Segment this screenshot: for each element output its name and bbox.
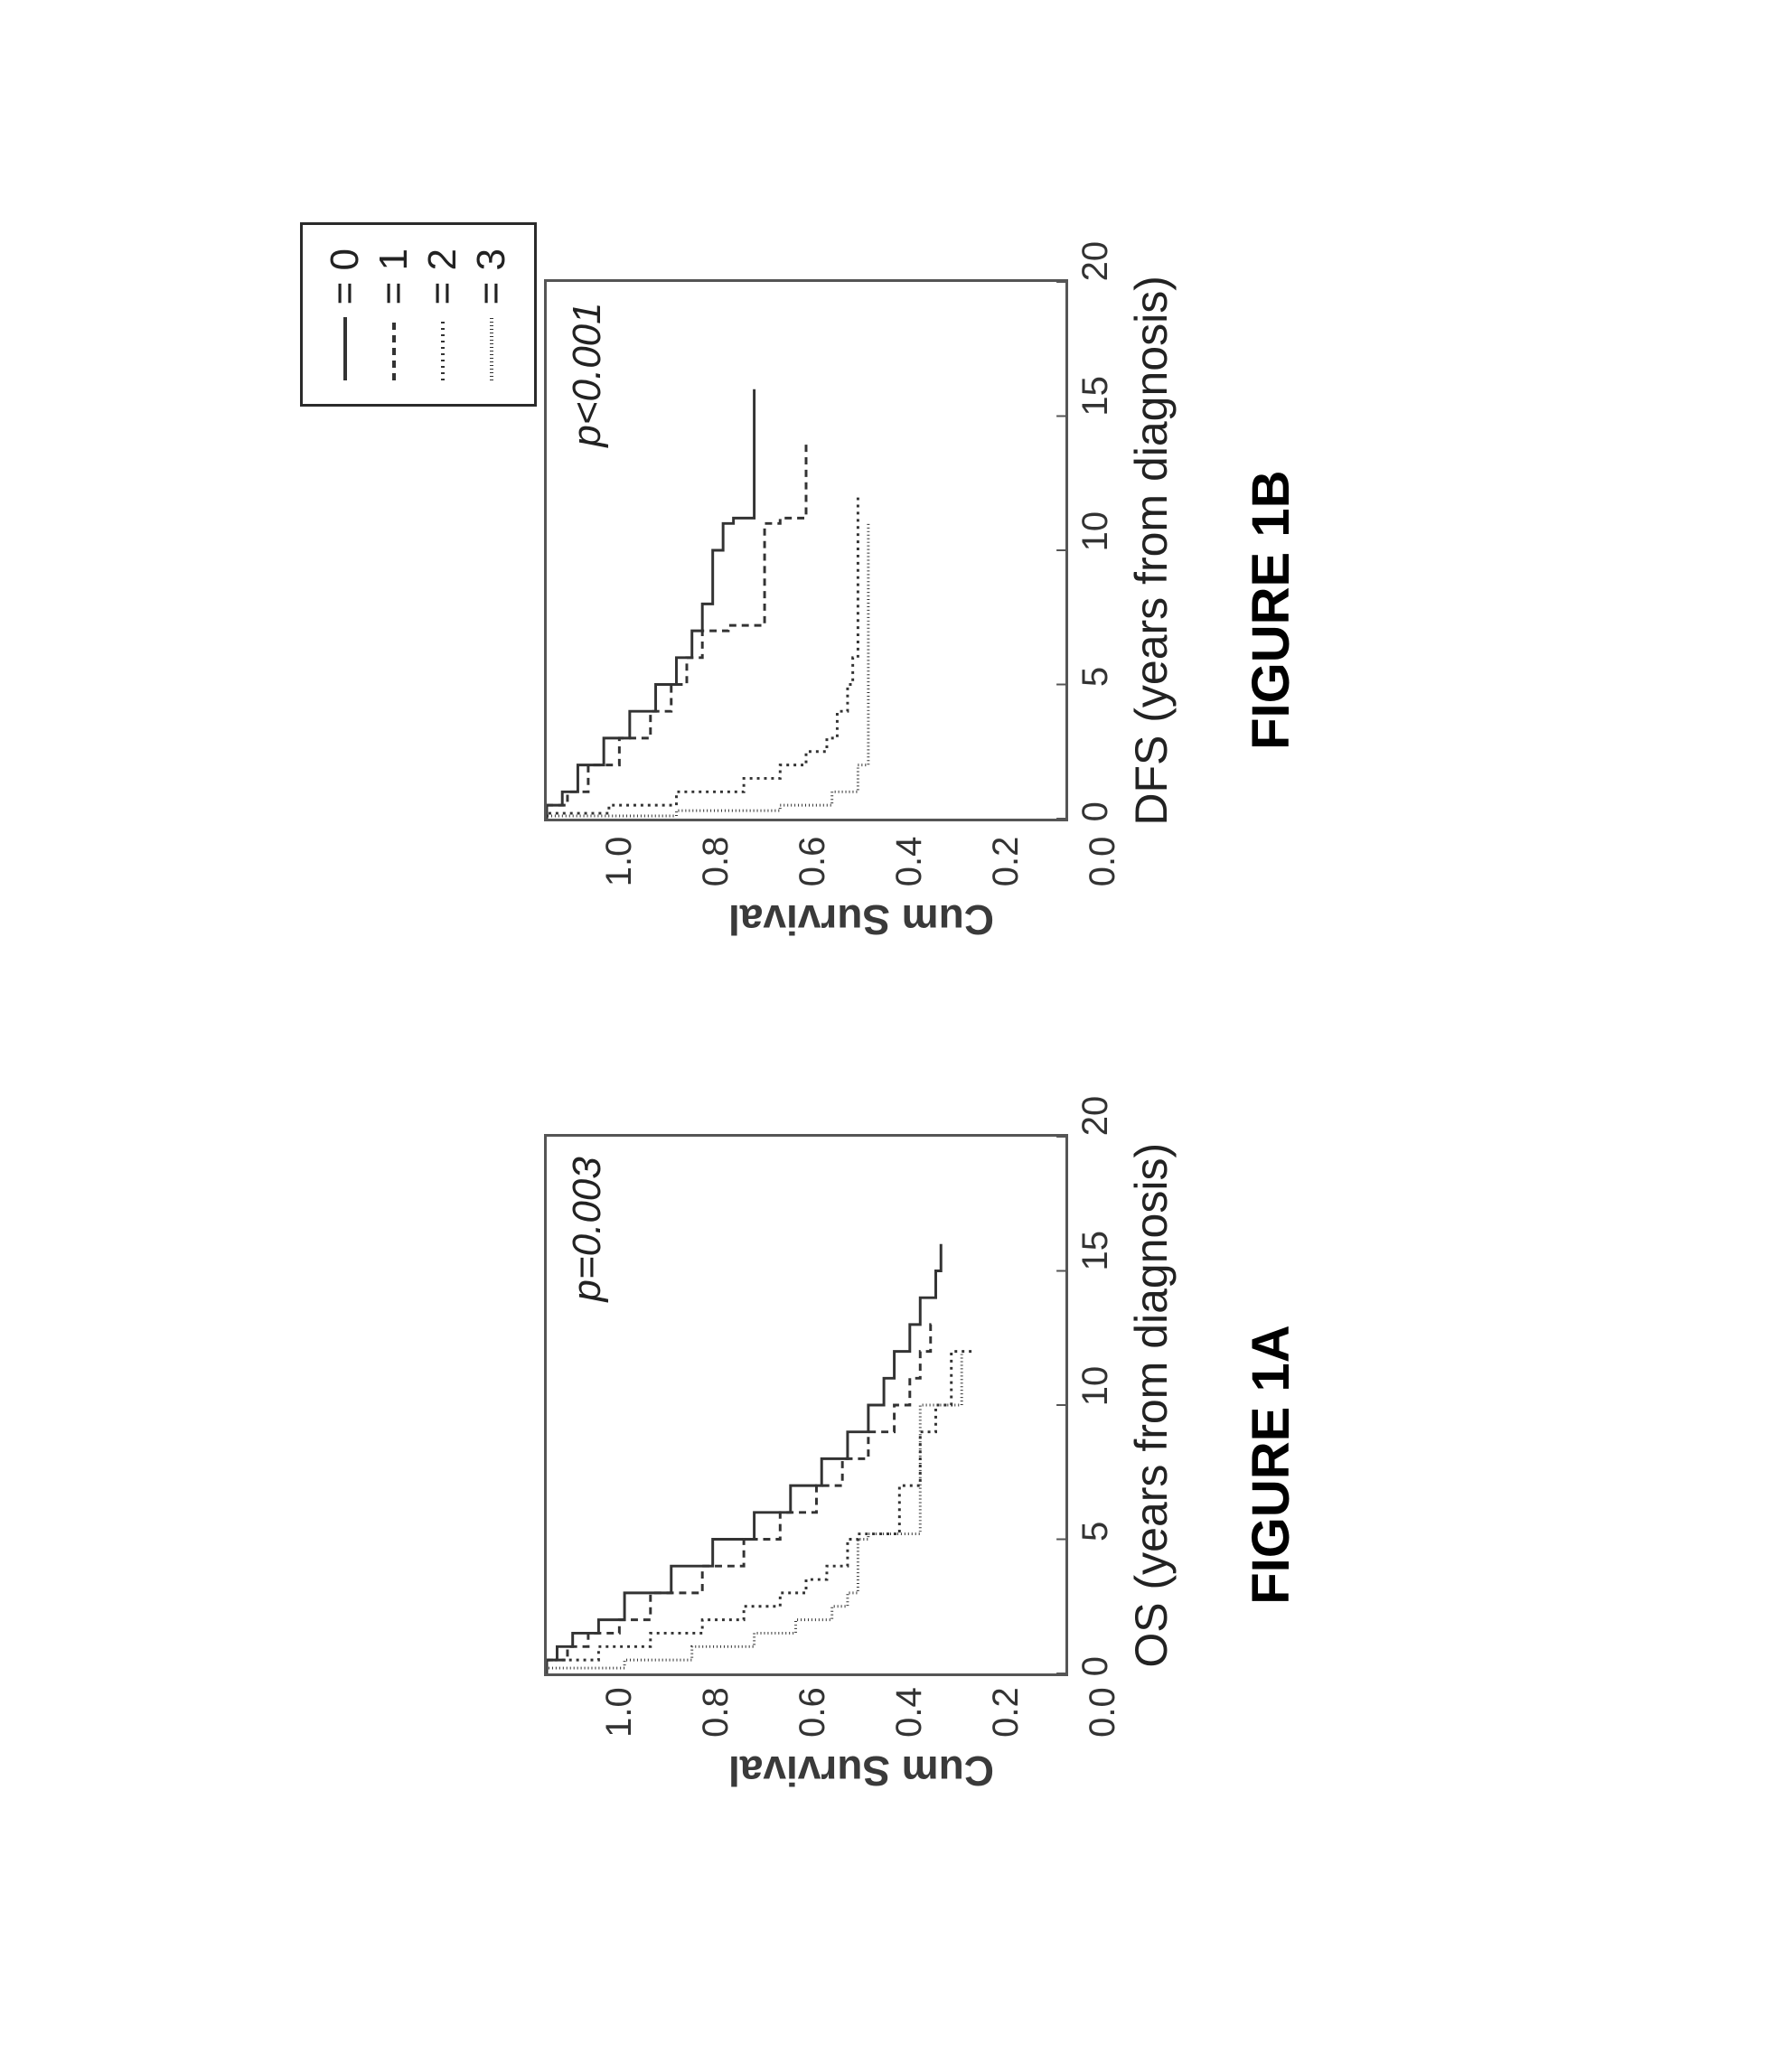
chart-a-pvalue: p=0.003	[565, 1157, 610, 1301]
y-tick-label: 0.4	[888, 837, 929, 887]
legend-label: = 1	[371, 248, 417, 305]
x-tick-label: 5	[1075, 1541, 1116, 1542]
chart-b-ylabel: Cum Survival	[727, 895, 993, 944]
legend-item: = 0	[323, 248, 368, 380]
legend-label: = 0	[323, 248, 368, 305]
survival-curve	[547, 389, 755, 819]
survival-curve	[547, 1244, 941, 1673]
survival-curve	[547, 444, 806, 820]
y-tick-label: 0.8	[695, 1687, 736, 1738]
legend-line-icon	[434, 317, 452, 380]
figure-1a-title: FIGURE 1A	[1241, 1325, 1301, 1604]
chart-b-plot: p<0.001	[544, 279, 1068, 821]
chart-a-plot: p=0.003	[544, 1134, 1068, 1676]
y-tick-label: 0.6	[792, 837, 832, 887]
y-tick-label: 0.2	[985, 837, 1026, 887]
legend-item: = 1	[371, 248, 417, 380]
chart-b-xticks: 0 5 10 15 20	[1075, 279, 1116, 821]
x-tick-label: 10	[1075, 550, 1116, 551]
legend-item: = 2	[420, 248, 465, 380]
x-tick-label: 0	[1075, 1675, 1116, 1676]
x-tick-label: 20	[1075, 280, 1116, 281]
survival-curve	[547, 524, 868, 820]
y-tick-label: 0.8	[695, 837, 736, 887]
legend-line-icon	[385, 317, 403, 380]
legend-box: = 0= 1= 2= 3	[300, 222, 537, 407]
y-tick-label: 0.0	[1082, 837, 1122, 887]
chart-a-yticks: 1.0 0.8 0.6 0.4 0.2 0.0	[598, 1687, 1122, 1738]
y-tick-label: 0.6	[792, 1687, 832, 1738]
y-tick-label: 0.4	[888, 1687, 929, 1738]
x-tick-label: 15	[1075, 416, 1116, 417]
legend-label: = 2	[420, 248, 465, 305]
chart-a-xticks: 0 5 10 15 20	[1075, 1134, 1116, 1676]
y-tick-label: 0.2	[985, 1687, 1026, 1738]
figure-1b: Cum Survival 1.00.80.60.40.20.0 p<0.001 …	[544, 276, 1301, 944]
chart-a-ylabel: Cum Survival	[727, 1747, 993, 1795]
x-tick-label: 5	[1075, 686, 1116, 687]
x-tick-label: 20	[1075, 1135, 1116, 1136]
figure-1b-title: FIGURE 1B	[1241, 471, 1301, 750]
y-tick-label: 1.0	[598, 837, 639, 887]
chart-b-pvalue: p<0.001	[565, 302, 610, 446]
legend-item: = 3	[469, 248, 514, 380]
charts-row: Cum Survival 1.00.80.60.40.20.0 p=0.003 …	[544, 132, 1301, 1939]
chart-a-xlabel: OS (years from diagnosis)	[1125, 1143, 1177, 1668]
legend-line-icon	[336, 317, 354, 380]
y-tick-label: 1.0	[598, 1687, 639, 1738]
legend-label: = 3	[469, 248, 514, 305]
chart-b-xlabel: DFS (years from diagnosis)	[1125, 276, 1177, 826]
x-tick-label: 15	[1075, 1270, 1116, 1271]
x-tick-label: 0	[1075, 820, 1116, 821]
figure-1a: Cum Survival 1.00.80.60.40.20.0 p=0.003 …	[544, 1134, 1301, 1795]
chart-b-yticks: 1.0 0.8 0.6 0.4 0.2 0.0	[598, 837, 1122, 887]
x-tick-label: 10	[1075, 1405, 1116, 1406]
legend-line-icon	[483, 317, 501, 380]
y-tick-label: 0.0	[1082, 1687, 1122, 1738]
